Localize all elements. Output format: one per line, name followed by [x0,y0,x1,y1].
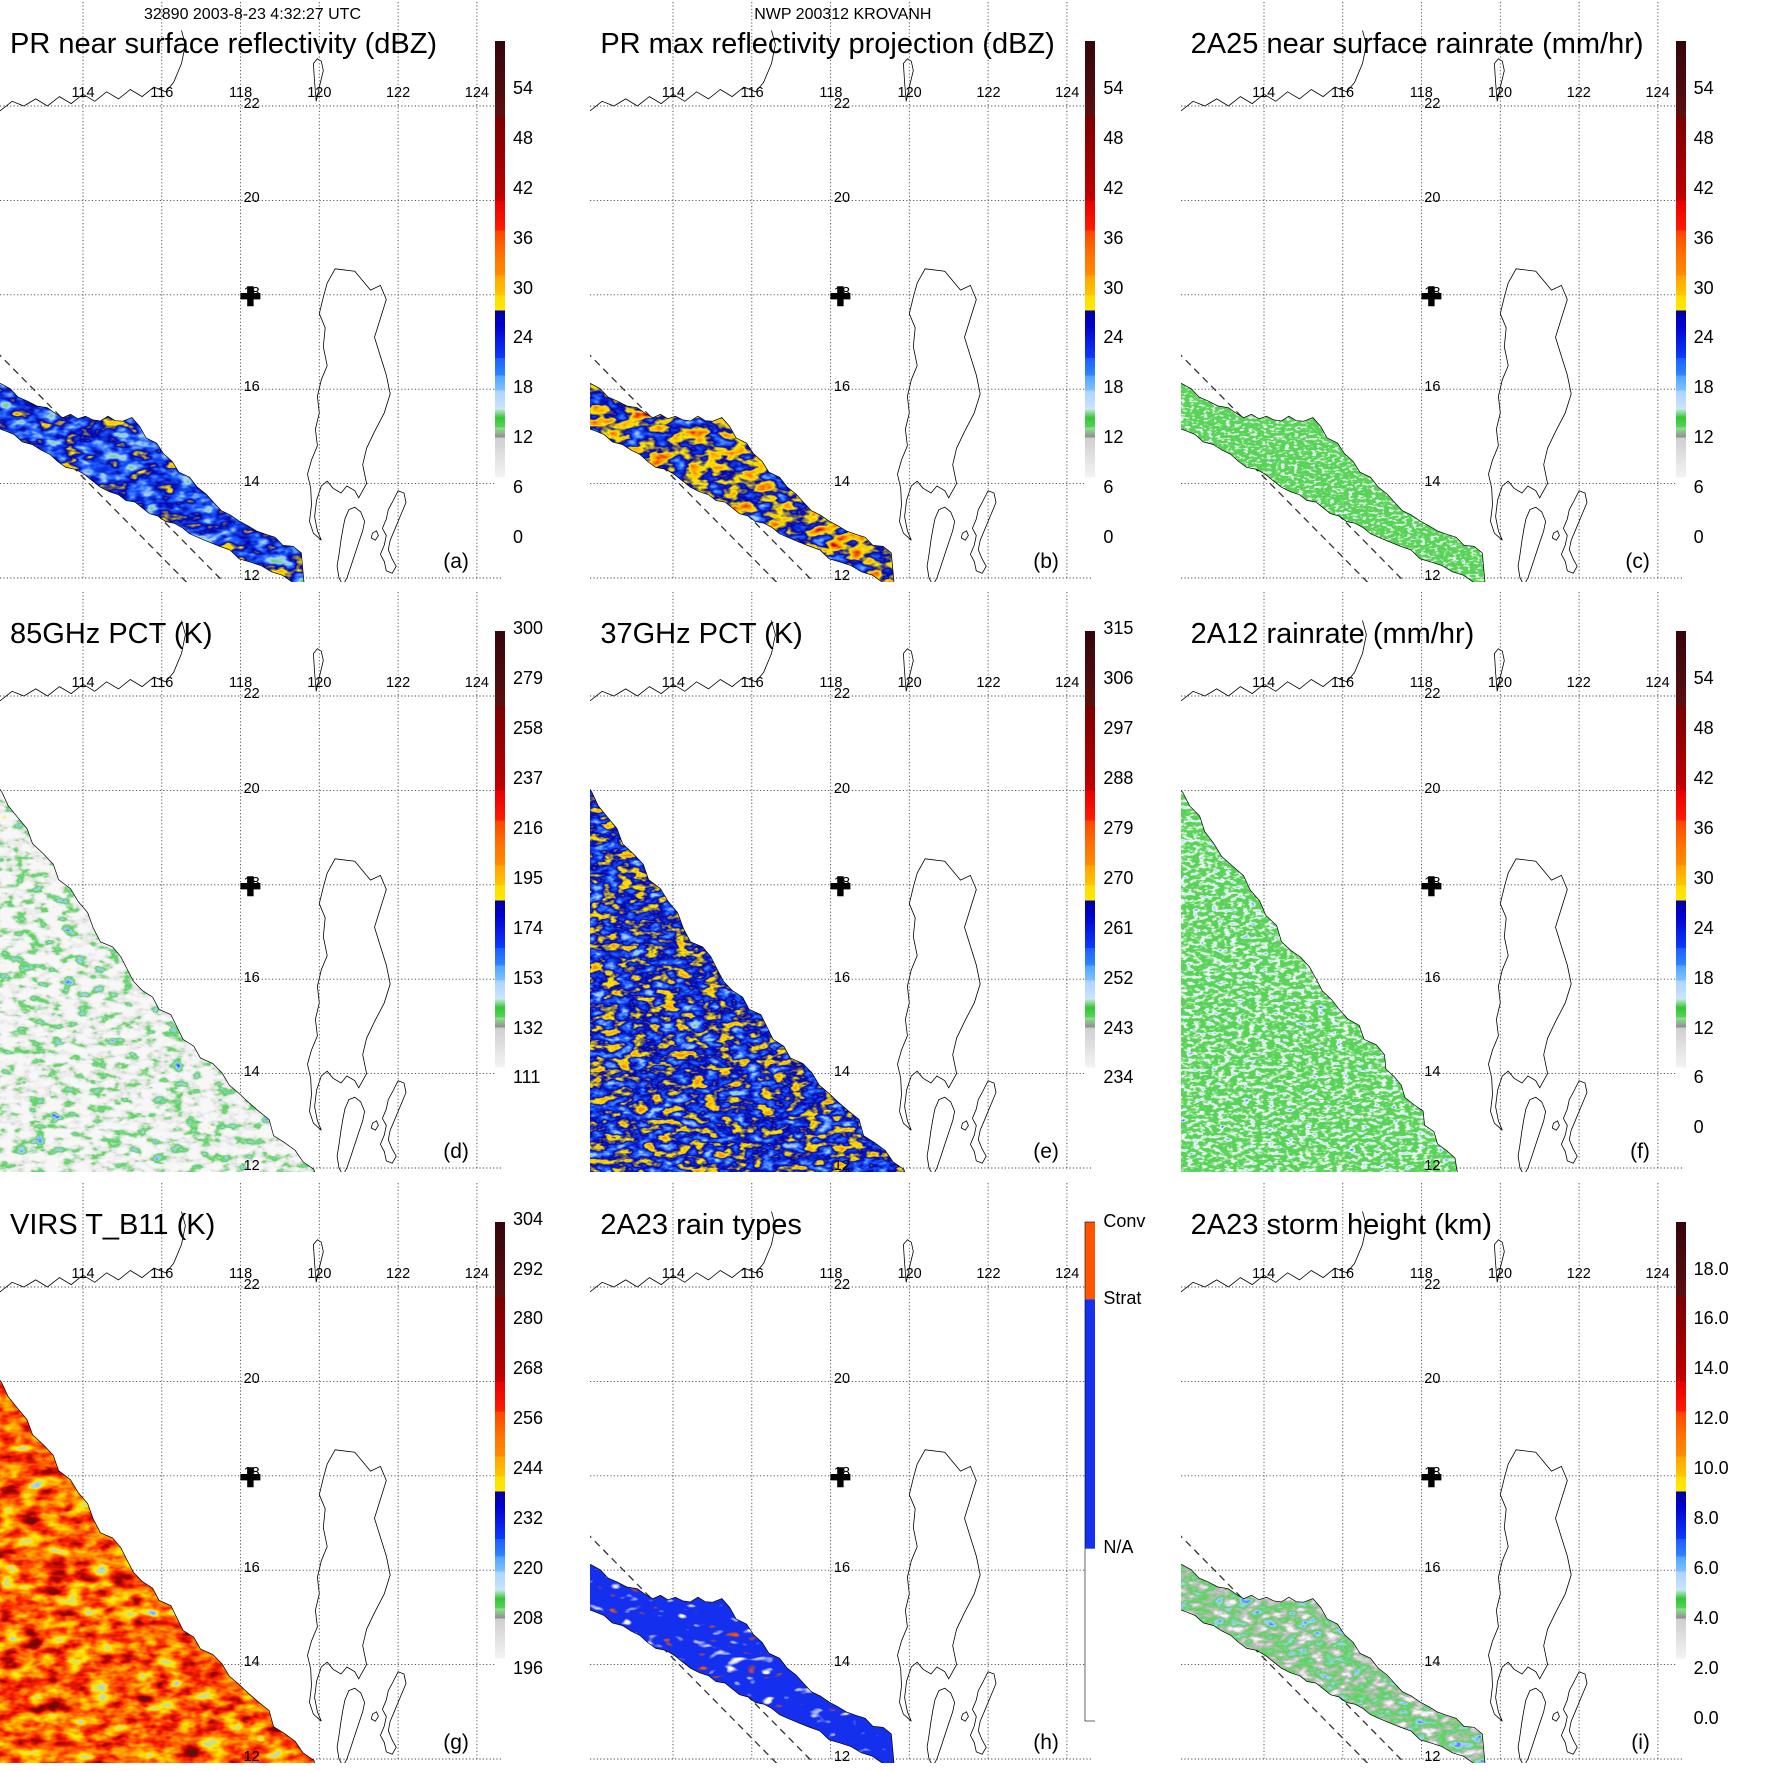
svg-text:(i): (i) [1631,1731,1650,1754]
svg-text:(b): (b) [1034,550,1060,573]
svg-text:(a): (a) [443,550,469,573]
svg-text:(g): (g) [443,1731,469,1754]
svg-text:(d): (d) [443,1140,469,1163]
svg-text:(f): (f) [1630,1140,1650,1163]
svg-text:(e): (e) [1034,1140,1060,1163]
svg-text:(h): (h) [1034,1731,1060,1754]
svg-text:(c): (c) [1625,550,1649,573]
